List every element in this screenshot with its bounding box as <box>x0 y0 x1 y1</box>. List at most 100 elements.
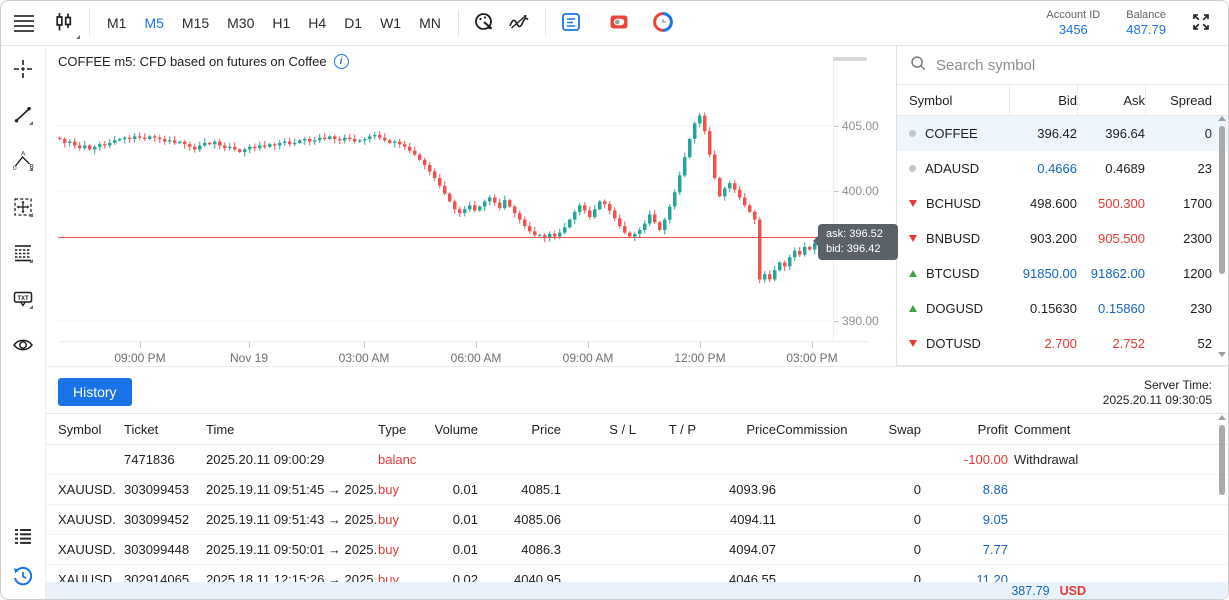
watchlist-row-bchusd[interactable]: BCHUSD 498.600 500.300 1700 <box>897 186 1228 221</box>
hamburger-menu-button[interactable] <box>1 1 47 45</box>
chart-panel[interactable]: COFFEE m5: CFD based on futures on Coffe… <box>46 46 898 366</box>
timeframe-w1[interactable]: W1 <box>371 9 410 37</box>
bid-value: 498.600 <box>1030 196 1077 211</box>
timeframe-m1[interactable]: M1 <box>98 9 135 37</box>
history-cell-type: buy <box>378 512 399 527</box>
scroll-up-icon[interactable] <box>1218 116 1226 121</box>
candlestick-chart[interactable] <box>58 56 833 341</box>
history-cell-profit: -100.00 <box>963 452 1008 467</box>
timeframe-m5[interactable]: M5 <box>135 9 172 37</box>
symbol-name: BCHUSD <box>926 196 981 211</box>
timeframe-d1[interactable]: D1 <box>335 9 371 37</box>
select-move-tool[interactable] <box>12 196 34 218</box>
topbar: M1 M5 M15 M30 H1 H4 D1 W1 MN <box>1 1 1228 46</box>
deposit-button[interactable] <box>602 7 636 40</box>
history-cell-price: 4085.1 <box>521 482 561 497</box>
visibility-tool[interactable] <box>12 334 34 356</box>
history-cell-time: 2025.18.11 12:15:26 → 2025. <box>206 572 378 582</box>
chart-scrollbar-thumb[interactable] <box>833 57 867 61</box>
fullscreen-button[interactable] <box>1184 7 1218 40</box>
indicators-button[interactable] <box>501 7 537 40</box>
history-cell-price2: 4093.96 <box>729 482 776 497</box>
ask-value: 500.300 <box>1098 196 1145 211</box>
symbol-name: DOTUSD <box>926 336 981 351</box>
history-scrollbar[interactable] <box>1218 415 1226 579</box>
watchlist-header: Symbol Bid Ask Spread <box>897 84 1228 116</box>
watchlist-row-adausd[interactable]: ADAUSD 0.4666 0.4689 23 <box>897 151 1228 186</box>
history-cell-type: balanc <box>378 452 417 467</box>
dropdown-corner-mark <box>29 121 33 125</box>
scrollbar-thumb[interactable] <box>1219 425 1225 495</box>
wave-pattern-tool[interactable]: A 0 B <box>12 150 34 172</box>
timeframe-h1[interactable]: H1 <box>263 9 299 37</box>
objects-button[interactable] <box>467 7 501 40</box>
watchlist-col-symbol: Symbol <box>909 92 953 108</box>
trendline-tool[interactable] <box>12 104 34 126</box>
history-row[interactable]: XAUUSD 302914065 2025.18.11 12:15:26 → 202… <box>46 565 1228 582</box>
history-cell-time: 2025.19.11 09:51:45 → 2025. <box>206 482 378 497</box>
history-col-0: Symbol <box>58 421 102 437</box>
fullscreen-icon <box>1190 11 1212 36</box>
history-cell-symbol: XAUUSD <box>58 572 113 582</box>
levels-tool[interactable] <box>12 242 34 264</box>
watchlist-row-bnbusd[interactable]: BNBUSD 903.200 905.500 2300 <box>897 221 1228 256</box>
ask-value: 91862.00 <box>1090 266 1145 281</box>
bid-value: 903.200 <box>1030 231 1077 246</box>
timeframe-m15[interactable]: M15 <box>173 9 218 37</box>
history-cell-ticket: 302914065 <box>124 572 190 582</box>
watchlist-row-dotusd[interactable]: DOTUSD 2.700 2.752 52 <box>897 326 1228 361</box>
scroll-up-icon[interactable] <box>1218 415 1226 420</box>
price-tooltip: ask: 396.52 bid: 396.42 <box>813 224 898 260</box>
spread-value: 52 <box>1197 336 1212 351</box>
timeframe-group: M1 M5 M15 M30 H1 H4 D1 W1 MN <box>98 9 450 37</box>
watchlist-scrollbar[interactable] <box>1218 116 1226 357</box>
drawing-objects-icon <box>473 11 495 36</box>
history-totals-bar: 387.79 USD <box>46 582 1228 599</box>
scroll-down-icon[interactable] <box>1218 352 1226 357</box>
crosshair-tool[interactable] <box>12 58 34 80</box>
history-cell-profit: 11.20 <box>976 572 1008 582</box>
market-clock-icon <box>652 11 674 36</box>
market-hours-button[interactable] <box>646 7 680 40</box>
history-row[interactable]: XAUUSD. 303099448 2025.19.11 09:50:01 → 20… <box>46 535 1228 565</box>
balance-label: Balance <box>1126 9 1166 21</box>
history-nav-button[interactable] <box>12 565 34 587</box>
history-col-9: Commission <box>776 421 848 437</box>
history-row[interactable]: XAUUSD. 303099453 2025.19.11 09:51:45 → 20… <box>46 475 1228 505</box>
watchlist-row-coffee[interactable]: COFFEE 396.42 396.64 0 <box>897 116 1228 151</box>
symbol-cell: BCHUSD <box>897 196 1009 211</box>
payment-card-icon <box>608 11 630 36</box>
tab-history[interactable]: History <box>58 378 132 406</box>
trade-panel-button[interactable] <box>554 7 588 40</box>
timeframe-mn[interactable]: MN <box>410 9 450 37</box>
history-row[interactable]: XAUUSD. 303099452 2025.19.11 09:51:43 → 20… <box>46 505 1228 535</box>
chart-type-button[interactable] <box>47 7 81 40</box>
symbol-name: DOGUSD <box>926 301 984 316</box>
timeframe-h4[interactable]: H4 <box>299 9 335 37</box>
scrollbar-thumb[interactable] <box>1219 126 1225 274</box>
history-row[interactable]: 7471836 2025.20.11 09:00:29 balanc -100.00 W… <box>46 445 1228 475</box>
history-cell-profit: 7.77 <box>982 542 1008 557</box>
bid-value: 91850.00 <box>1022 266 1077 281</box>
timeframe-m30[interactable]: M30 <box>218 9 263 37</box>
time-axis-label: 03:00 AM <box>338 351 390 365</box>
price-axis-tick <box>834 191 839 192</box>
price-axis-label: 405.00 <box>842 119 879 133</box>
watchlist-row-dogusd[interactable]: DOGUSD 0.15630 0.15860 230 <box>897 291 1228 326</box>
symbol-cell: BTCUSD <box>897 266 1009 281</box>
ask-value: 0.4689 <box>1105 161 1145 176</box>
text-label-tool[interactable]: TXT <box>12 288 34 310</box>
search-input[interactable] <box>936 56 1216 74</box>
orders-list-button[interactable] <box>12 525 34 547</box>
symbol-name: COFFEE <box>925 126 978 141</box>
time-axis-label: 03:00 PM <box>786 351 838 365</box>
time-axis[interactable]: 09:00 PM Nov 19 03:00 AM 06:00 AM 09:00 AM 12… <box>58 341 868 366</box>
history-cell-price: 4040.95 <box>514 572 561 582</box>
info-icon[interactable]: i <box>333 54 349 69</box>
price-axis[interactable]: 405.00 400.00 390.00 <box>833 56 897 341</box>
watchlist-row-btcusd[interactable]: BTCUSD 91850.00 91862.00 1200 <box>897 256 1228 291</box>
spread-value: 1200 <box>1183 266 1212 281</box>
history-col-7: T / P <box>668 421 696 437</box>
dropdown-corner-mark <box>29 167 33 171</box>
symbol-cell: BNBUSD <box>897 231 1009 246</box>
